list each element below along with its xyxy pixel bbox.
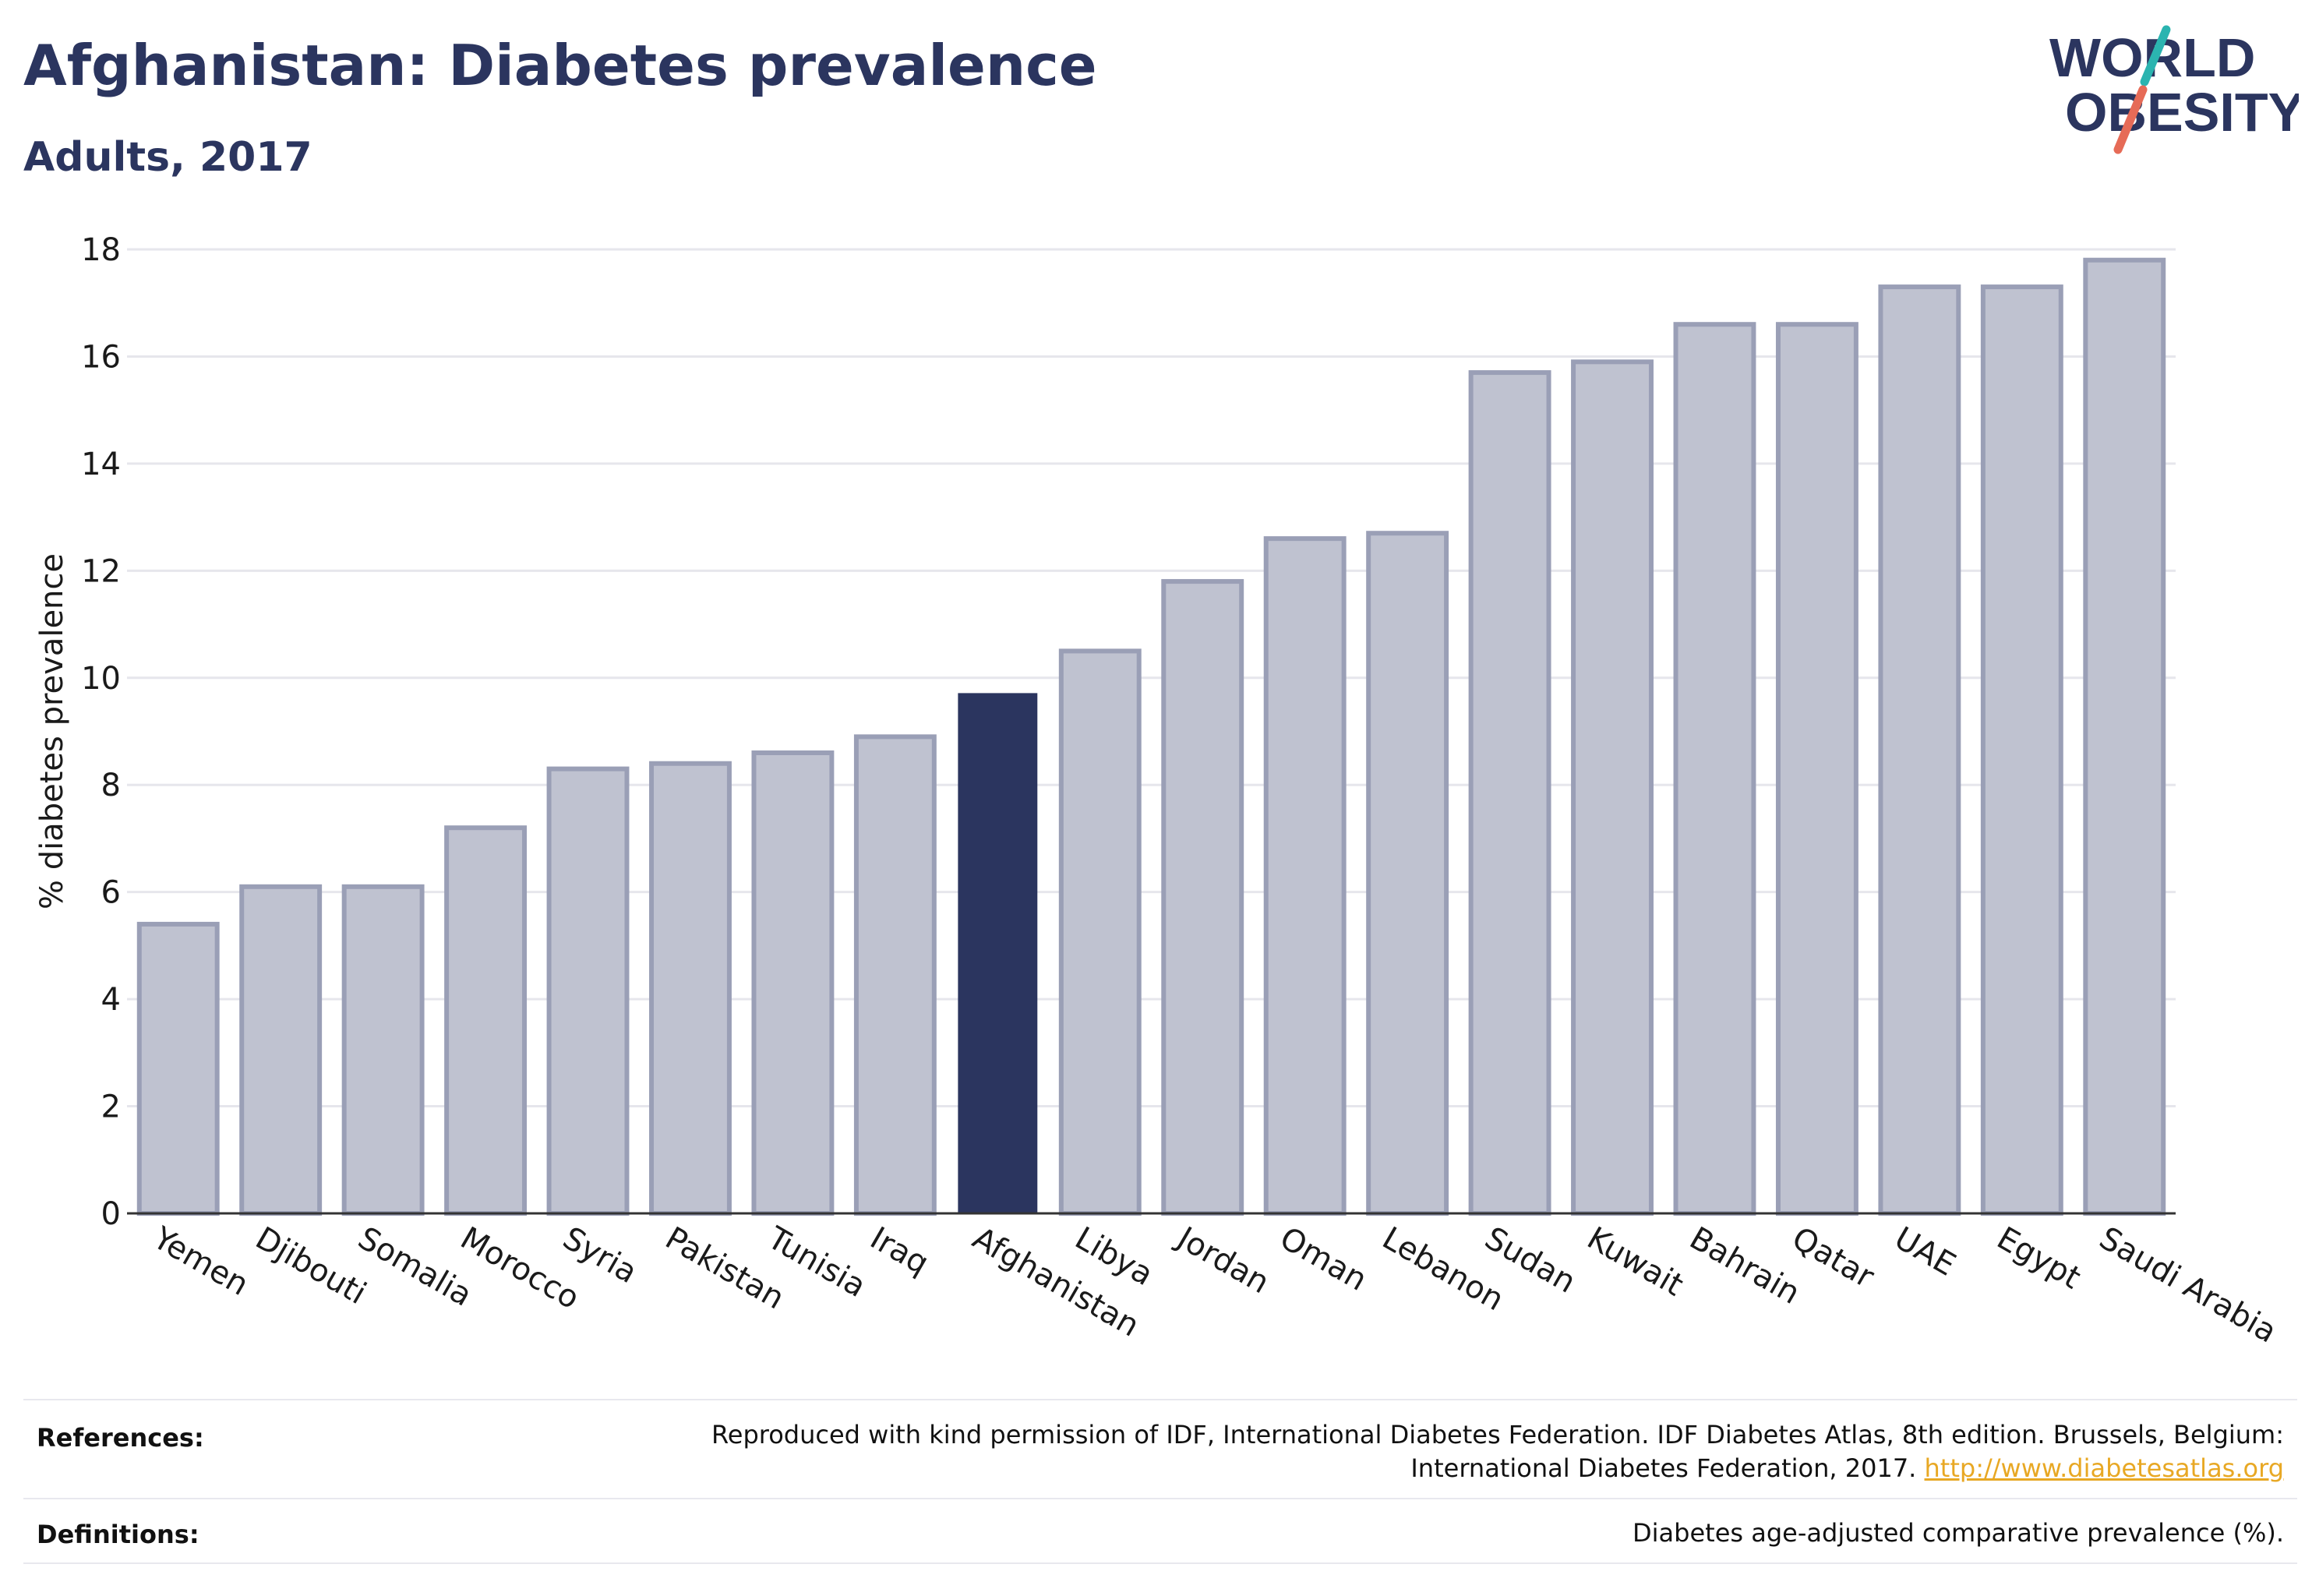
bar <box>1058 648 1142 1216</box>
x-tick-label: Yemen <box>146 1220 255 1303</box>
logo-slash-coral <box>2113 85 2148 154</box>
y-tick-label: 2 <box>101 1089 121 1125</box>
footer-divider-middle <box>23 1498 2297 1499</box>
references-row: References: Reproduced with kind permiss… <box>23 1418 2297 1496</box>
bar-chart: 0 2 4 6 8 10 12 14 16 18 YemenDjiboutiSomaliaMoro… <box>34 232 2282 1351</box>
x-tick-label: Saudi Arabia <box>2093 1220 2282 1351</box>
x-tick-label: Iraq <box>864 1220 935 1282</box>
references-line-2: International Diabetes Federation, 2017.… <box>711 1452 2284 1485</box>
references-line-2-text: International Diabetes Federation, 2017. <box>1410 1453 1917 1483</box>
x-tick-label: Oman <box>1274 1220 1373 1298</box>
definitions-label: Definitions: <box>37 1520 199 1549</box>
bar <box>1161 579 1244 1216</box>
y-tick-label: 10 <box>81 661 121 697</box>
footer-divider-top <box>23 1399 2297 1400</box>
x-tick-label: Kuwait <box>1581 1220 1689 1304</box>
bar <box>1468 370 1551 1216</box>
footer-divider-bottom <box>23 1562 2297 1564</box>
y-tick-label: 8 <box>101 768 121 803</box>
y-tick-label: 16 <box>81 339 121 375</box>
bar <box>1775 322 1858 1216</box>
bar <box>1673 322 1756 1216</box>
references-line-1: Reproduced with kind permission of IDF, … <box>711 1420 2284 1449</box>
logo-word-obesity: OBESITY <box>2065 82 2299 143</box>
x-tick-label: Somalia <box>352 1220 478 1314</box>
y-tick-label: 18 <box>81 232 121 268</box>
x-tick-label: Jordan <box>1170 1219 1276 1301</box>
y-tick-label: 12 <box>81 553 121 589</box>
x-tick-label: Egypt <box>1991 1220 2087 1297</box>
gridlines <box>127 248 2176 1215</box>
y-tick-label: 14 <box>81 447 121 482</box>
logo-slash-teal <box>2140 25 2171 87</box>
bar <box>1878 284 1961 1216</box>
bar <box>751 750 835 1216</box>
references-text: Reproduced with kind permission of IDF, … <box>711 1418 2284 1485</box>
bar <box>1263 536 1347 1216</box>
bar <box>1571 359 1654 1216</box>
y-tick-label: 6 <box>101 875 121 911</box>
y-axis-label: % diabetes prevalence <box>34 553 70 909</box>
bar <box>2083 257 2166 1216</box>
bar <box>136 921 220 1216</box>
bars <box>136 257 2166 1216</box>
y-tick-label: 4 <box>101 982 121 1018</box>
references-label: References: <box>37 1423 204 1453</box>
y-axis-ticks: 0 2 4 6 8 10 12 14 16 18 <box>81 232 121 1232</box>
bar-highlighted <box>958 693 1038 1214</box>
definitions-text: Diabetes age-adjusted comparative preval… <box>1633 1518 2284 1548</box>
world-obesity-logo: WORLD OBESITY <box>2049 25 2299 154</box>
references-link[interactable]: http://www.diabetesatlas.org <box>1924 1453 2284 1483</box>
bar <box>546 766 630 1216</box>
y-tick-label: 0 <box>101 1196 121 1232</box>
bar <box>853 734 937 1216</box>
x-tick-label: Bahrain <box>1683 1220 1806 1312</box>
chart-subtitle: Adults, 2017 <box>23 134 312 181</box>
bar <box>1366 531 1449 1216</box>
bar <box>649 761 732 1216</box>
x-tick-label: UAE <box>1888 1220 1961 1284</box>
bar <box>444 825 528 1216</box>
bar <box>239 884 323 1216</box>
bar <box>341 884 425 1216</box>
bar <box>1980 284 2063 1216</box>
chart-title: Afghanistan: Diabetes prevalence <box>23 33 1097 98</box>
x-tick-label: Djibouti <box>249 1220 372 1312</box>
definitions-row: Definitions: Diabetes age-adjusted compa… <box>23 1517 2297 1555</box>
